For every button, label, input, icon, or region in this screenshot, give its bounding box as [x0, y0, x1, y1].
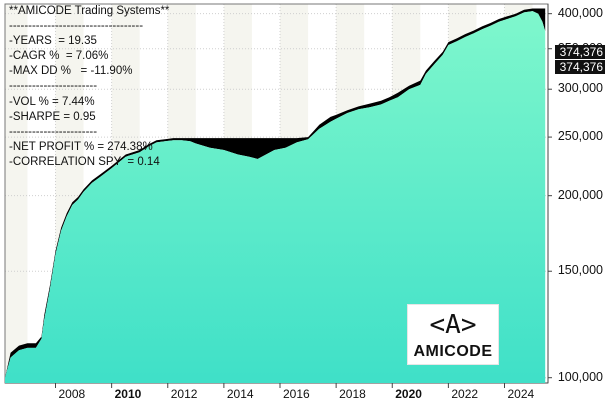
last-value-label: 374,376	[555, 60, 605, 74]
stats-line: -----------------------	[9, 125, 98, 138]
logo-mark-icon: <A>	[429, 310, 477, 340]
stats-line: -----------------------------------	[9, 20, 144, 33]
stats-line: -CAGR % = 7.06%	[9, 50, 109, 63]
y-tick-label: 250,000	[557, 129, 603, 144]
stats-line: -CORRELATION SPY = 0.14	[9, 155, 160, 168]
stats-line: -NET PROFIT % = 274.38%	[9, 140, 153, 153]
amicode-logo: <A> AMICODE	[407, 304, 499, 365]
stats-line: -SHARPE = 0.95	[9, 110, 96, 123]
stats-line: -VOL % = 7.44%	[9, 95, 95, 108]
stats-panel: **AMICODE Trading Systems** -------------…	[9, 4, 169, 170]
x-tick-label: 2008	[58, 387, 86, 401]
logo-text: AMICODE	[413, 343, 493, 360]
equity-area	[5, 11, 546, 383]
x-tick-label: 2022	[451, 387, 479, 401]
y-tick-label: 100,000	[557, 369, 603, 384]
x-tick-label: 2020	[395, 387, 422, 401]
y-tick-label: 200,000	[557, 187, 603, 202]
stats-line: -----------------------	[9, 80, 98, 93]
x-tick-label: 2012	[170, 387, 198, 401]
stats-line: -YEARS = 19.35	[9, 35, 97, 48]
y-tick-label: 300,000	[557, 81, 603, 96]
x-tick-label: 2014	[226, 387, 254, 401]
stats-line: **AMICODE Trading Systems**	[9, 5, 170, 17]
x-tick-label: 2016	[283, 387, 310, 401]
x-tick-label: 2018	[339, 387, 366, 401]
x-tick-label: 2010	[114, 387, 142, 401]
y-tick-label: 150,000	[557, 263, 603, 278]
last-value-label: 374,376	[555, 45, 605, 59]
y-tick-label: 400,000	[557, 5, 603, 20]
stats-line: -MAX DD % = -11.90%	[9, 65, 133, 78]
x-tick-label: 2024	[507, 387, 535, 401]
year-band	[5, 4, 28, 383]
